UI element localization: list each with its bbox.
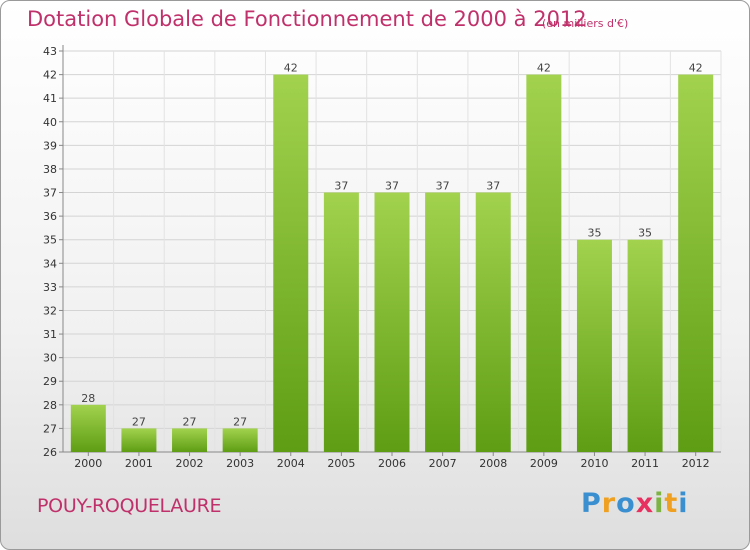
bar-2000 xyxy=(70,404,106,452)
bar-2003 xyxy=(222,428,258,452)
bar-2012 xyxy=(678,74,714,453)
value-label-2004: 42 xyxy=(284,62,298,75)
bar-2010 xyxy=(576,239,612,452)
x-tick-label-2008: 2008 xyxy=(479,457,507,470)
logo-letter: t xyxy=(664,488,679,519)
bar-2002 xyxy=(172,428,208,452)
x-tick-label-2004: 2004 xyxy=(277,457,305,470)
logo-letter: o xyxy=(616,488,636,519)
y-tick-label: 42 xyxy=(43,69,57,82)
y-tick-label: 30 xyxy=(43,352,57,365)
x-tick-label-2011: 2011 xyxy=(631,457,659,470)
value-label-2003: 27 xyxy=(233,415,247,428)
bar-2011 xyxy=(627,239,663,452)
x-tick-label-2006: 2006 xyxy=(378,457,406,470)
logo-letter: i xyxy=(654,488,665,519)
x-tick-label-2005: 2005 xyxy=(327,457,355,470)
logo-letter: P xyxy=(581,488,602,519)
y-tick-label: 26 xyxy=(43,446,57,459)
bar-2005 xyxy=(323,192,359,452)
y-tick-label: 37 xyxy=(43,187,57,200)
x-tick-label-2010: 2010 xyxy=(580,457,608,470)
y-tick-label: 31 xyxy=(43,328,57,341)
x-tick-label-2009: 2009 xyxy=(530,457,558,470)
value-label-2005: 37 xyxy=(334,180,348,193)
y-tick-label: 27 xyxy=(43,422,57,435)
y-tick-label: 29 xyxy=(43,375,57,388)
logo-letter: r xyxy=(601,488,617,519)
bar-2008 xyxy=(475,192,511,452)
bar-2006 xyxy=(374,192,410,452)
bar-2009 xyxy=(526,74,562,453)
value-label-2006: 37 xyxy=(385,180,399,193)
y-tick-label: 32 xyxy=(43,304,57,317)
chart-subtitle: (en milliers d'€) xyxy=(542,17,629,30)
x-tick-label-2007: 2007 xyxy=(429,457,457,470)
y-tick-label: 43 xyxy=(43,45,57,58)
chart-title: Dotation Globale de Fonctionnement de 20… xyxy=(27,7,587,31)
y-tick-label: 33 xyxy=(43,281,57,294)
x-tick-label-2012: 2012 xyxy=(682,457,710,470)
y-tick-label: 40 xyxy=(43,116,57,129)
town-name: POUY-ROQUELAURE xyxy=(37,495,222,517)
value-label-2010: 35 xyxy=(587,227,601,240)
proxiti-logo[interactable]: Proxiti xyxy=(581,488,689,519)
value-label-2011: 35 xyxy=(638,227,652,240)
y-tick-label: 35 xyxy=(43,234,57,247)
value-label-2012: 42 xyxy=(689,62,703,75)
value-label-2002: 27 xyxy=(183,415,197,428)
x-tick-label-2002: 2002 xyxy=(176,457,204,470)
x-tick-label-2000: 2000 xyxy=(74,457,102,470)
x-tick-label-2003: 2003 xyxy=(226,457,254,470)
value-label-2007: 37 xyxy=(436,180,450,193)
y-tick-label: 41 xyxy=(43,92,57,105)
value-label-2008: 37 xyxy=(486,180,500,193)
y-tick-label: 38 xyxy=(43,163,57,176)
bars xyxy=(70,74,714,453)
y-tick-label: 36 xyxy=(43,210,57,223)
y-tick-label: 39 xyxy=(43,139,57,152)
bar-2001 xyxy=(121,428,157,452)
y-tick-label: 34 xyxy=(43,257,57,270)
value-label-2001: 27 xyxy=(132,415,146,428)
value-label-2009: 42 xyxy=(537,62,551,75)
logo-letter: x xyxy=(635,488,655,519)
labels: 26 27 28 29 30 31 32 33 34 35 36 37 38 39 40 41 42 43 28 20… xyxy=(43,45,710,470)
x-tick-label-2001: 2001 xyxy=(125,457,153,470)
logo-letter: i xyxy=(678,488,689,519)
y-tick-label: 28 xyxy=(43,399,57,412)
bar-2004 xyxy=(273,74,309,453)
value-label-2000: 28 xyxy=(81,392,95,405)
bar-2007 xyxy=(425,192,461,452)
